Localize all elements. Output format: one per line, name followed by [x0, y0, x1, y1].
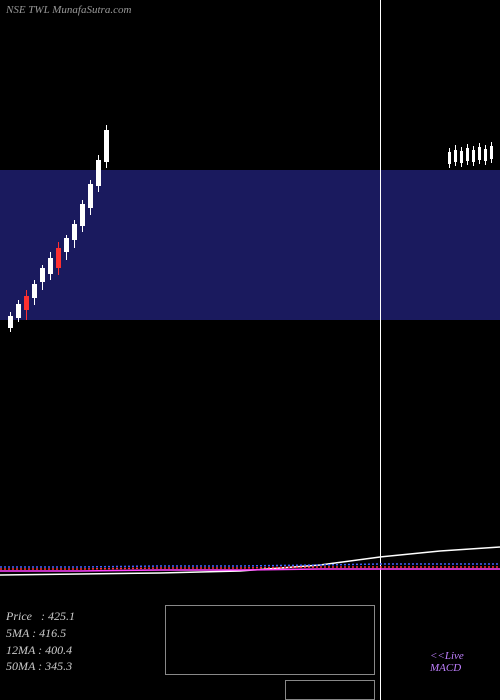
ma5-label: 5MA — [6, 626, 29, 640]
price-chart — [0, 20, 500, 540]
stat-row: 5MA : 416.5 — [6, 625, 75, 642]
chart-header: NSE TWL MunafaSutra.com — [6, 4, 131, 16]
indicator-panel — [0, 545, 500, 585]
price-label: Price — [6, 609, 32, 623]
site-label: MunafaSutra.com — [52, 4, 131, 16]
ma5-value: 416.5 — [39, 626, 66, 640]
ticker-label: NSE TWL — [6, 4, 50, 16]
frame-box — [285, 680, 375, 700]
stats-panel: Price : 425.1 5MA : 416.5 12MA : 400.4 5… — [6, 608, 75, 675]
ma50-label: 50MA — [6, 659, 35, 673]
live-text1: <<Live — [430, 650, 464, 662]
ma12-value: 400.4 — [45, 643, 72, 657]
ma50-value: 345.3 — [45, 659, 72, 673]
stat-row: 12MA : 400.4 — [6, 642, 75, 659]
stat-row: Price : 425.1 — [6, 608, 75, 625]
live-text2: MACD — [430, 662, 464, 674]
live-macd-label: <<Live MACD — [430, 650, 464, 674]
price-value: 425.1 — [48, 609, 75, 623]
indicator-lines — [0, 545, 500, 585]
ma12-label: 12MA — [6, 643, 35, 657]
stat-row: 50MA : 345.3 — [6, 658, 75, 675]
frame-box — [165, 605, 375, 675]
time-divider-line — [380, 0, 381, 700]
